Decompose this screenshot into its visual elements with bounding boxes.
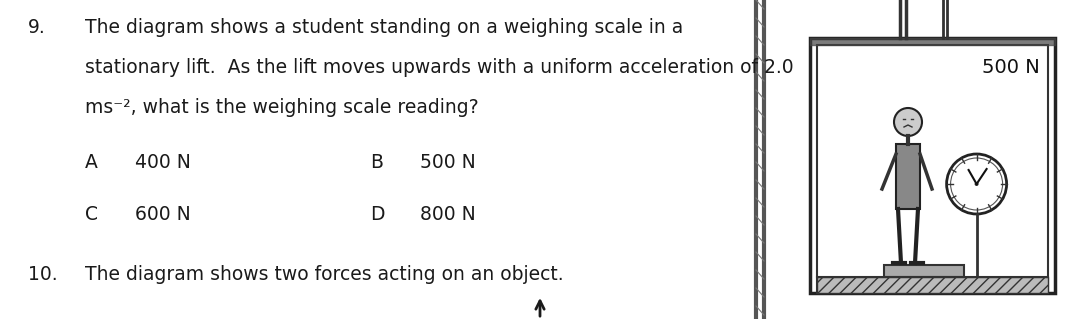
Text: ms⁻², what is the weighing scale reading?: ms⁻², what is the weighing scale reading… xyxy=(85,98,479,117)
Text: 9.: 9. xyxy=(28,18,45,37)
Text: C: C xyxy=(85,205,98,224)
Text: A: A xyxy=(85,153,98,172)
Text: 600 N: 600 N xyxy=(135,205,191,224)
Text: 500 N: 500 N xyxy=(982,58,1040,77)
Text: 400 N: 400 N xyxy=(135,153,191,172)
Text: B: B xyxy=(370,153,383,172)
Circle shape xyxy=(894,108,921,136)
Text: 800 N: 800 N xyxy=(420,205,476,224)
Text: The diagram shows a student standing on a weighing scale in a: The diagram shows a student standing on … xyxy=(85,18,683,37)
Circle shape xyxy=(974,182,979,186)
Bar xyxy=(896,144,920,209)
Text: 10.: 10. xyxy=(28,265,57,284)
Bar xyxy=(884,265,964,277)
Bar xyxy=(810,38,1055,293)
Text: D: D xyxy=(370,205,384,224)
Circle shape xyxy=(946,154,1007,214)
Bar xyxy=(817,277,1048,293)
Circle shape xyxy=(951,158,1002,210)
Text: 500 N: 500 N xyxy=(420,153,476,172)
Text: stationary lift.  As the lift moves upwards with a uniform acceleration of 2.0: stationary lift. As the lift moves upwar… xyxy=(85,58,794,77)
Bar xyxy=(817,45,1048,293)
Text: The diagram shows two forces acting on an object.: The diagram shows two forces acting on a… xyxy=(85,265,563,284)
